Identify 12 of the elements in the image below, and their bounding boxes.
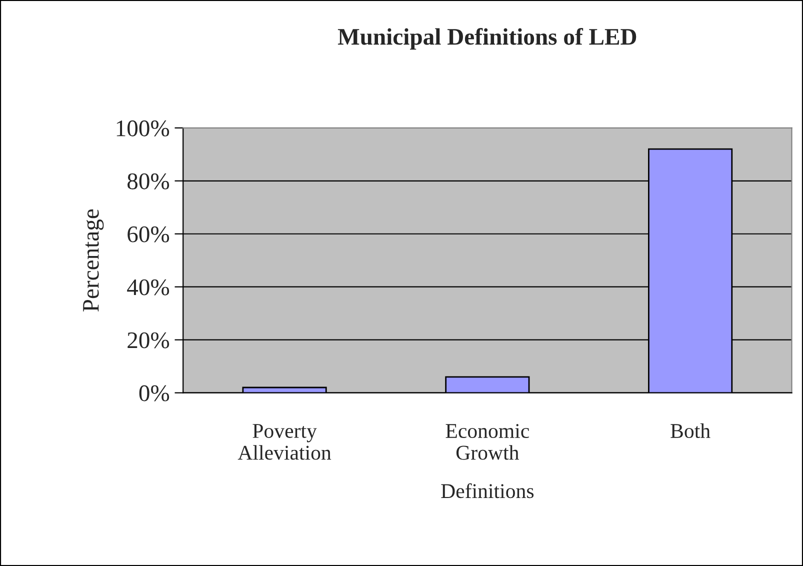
y-tick-label: 100%: [116, 120, 170, 136]
y-tick-label: 80%: [128, 173, 170, 190]
y-tick-label: 0%: [139, 385, 170, 402]
x-tick-label: Both: [670, 423, 710, 438]
chart-title: Municipal Definitions of LED: [338, 28, 636, 50]
x-tick-label: Poverty Alleviation: [238, 424, 332, 460]
x-tick-label: Economic Growth: [446, 424, 530, 460]
y-tick-label: 20%: [128, 332, 170, 348]
x-axis-title: Definitions: [441, 483, 534, 498]
y-tick-label: 60%: [128, 226, 170, 242]
y-axis-title: Percentage: [83, 209, 104, 312]
y-tick-label: 40%: [127, 279, 170, 296]
